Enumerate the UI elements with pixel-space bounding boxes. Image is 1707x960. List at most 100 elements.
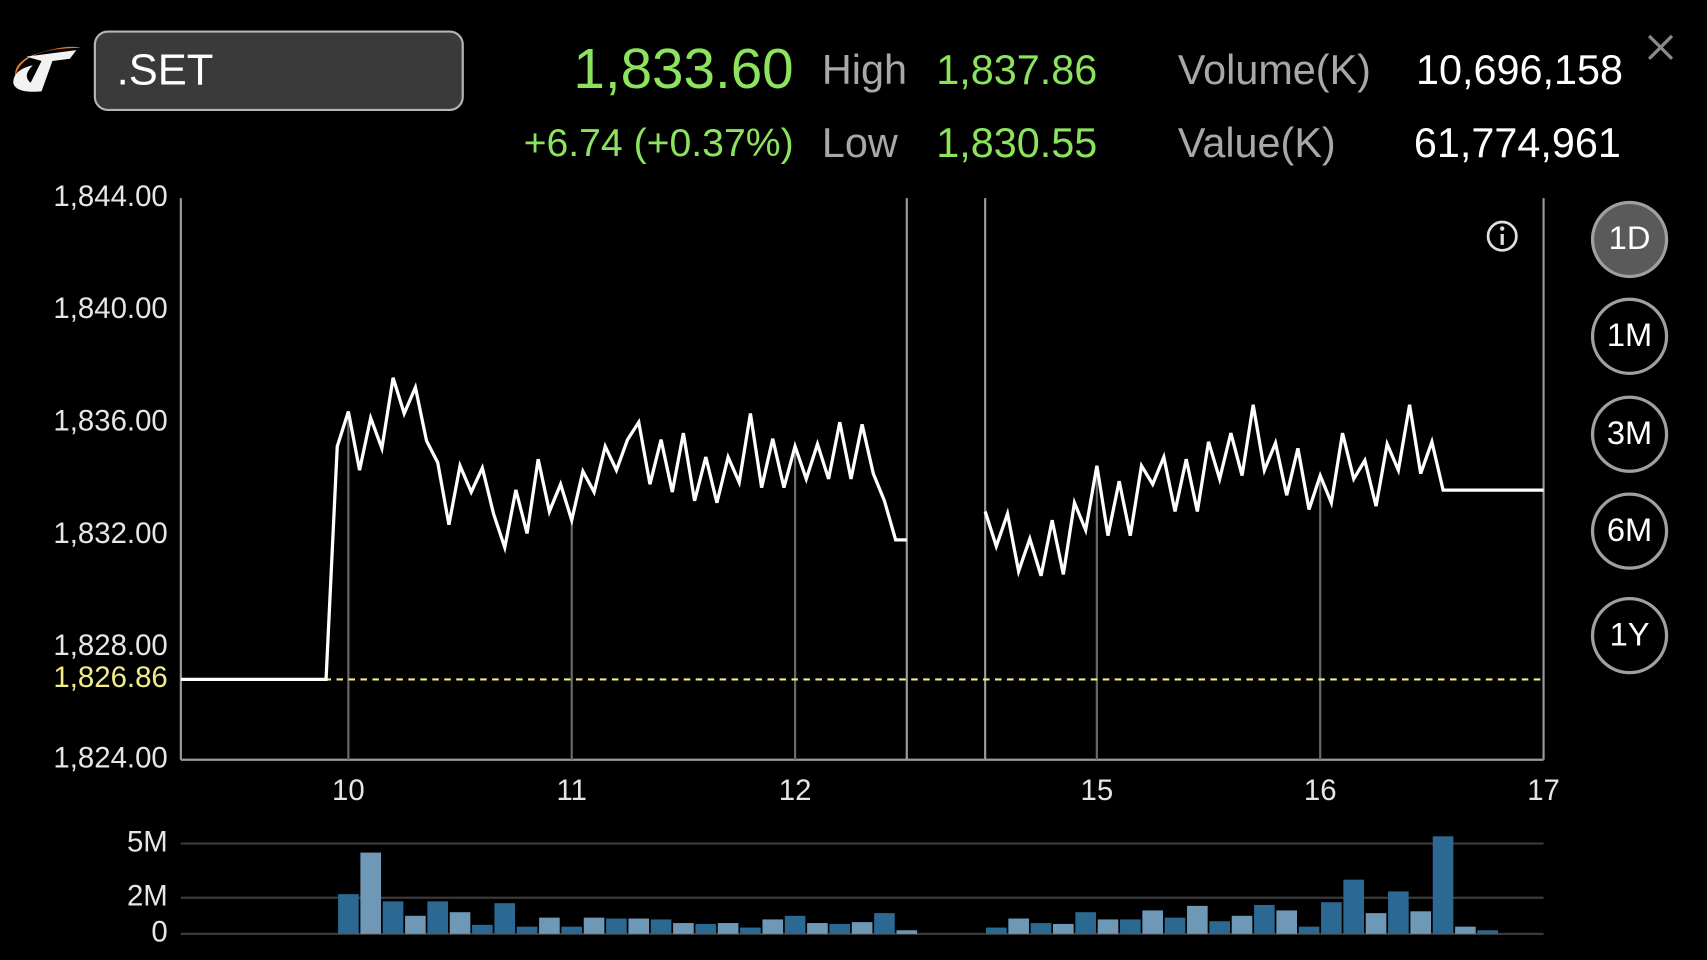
volume-label: Volume(K) [1178,47,1371,93]
volume-bar [1298,926,1320,934]
logo-letter [13,50,77,92]
volume-bar [1075,912,1096,934]
volume-bar [1120,919,1141,934]
price-line [180,377,1544,682]
volume-bar [583,917,605,934]
volume-tick-label: 0 [151,916,167,949]
x-tick-label: 11 [556,774,586,807]
volume-bar [1053,923,1074,934]
volume-bar [472,924,493,934]
period-circle [1590,200,1669,279]
volume-bar [650,919,672,934]
x-tick-label: 12 [779,774,812,807]
volume-bar [673,923,694,934]
volume-bar [1477,930,1499,934]
volume-bar [1432,836,1454,934]
y-tick-label: 1,836.00 [53,405,167,438]
x-tick-label: 17 [1527,774,1560,807]
period-label: 6M [1607,511,1652,548]
y-tick-label: 1,828.00 [53,629,167,662]
period-button[interactable]: 1Y [1590,597,1669,675]
volume-bar [717,923,739,934]
volume-bar [896,930,918,934]
volume: 10,696,158 [1416,47,1623,93]
period-circle [1590,597,1669,675]
volume-bar [1164,917,1186,934]
last-price: 1,833.60 [573,37,793,100]
volume-bar [1321,902,1342,934]
volume-bar [449,912,471,934]
value: 61,774,961 [1414,120,1621,166]
high-label: High [822,47,907,93]
low: 1,830.55 [936,120,1097,166]
volume-bar [1008,918,1029,934]
y-tick-label: 1,832.00 [53,517,167,550]
volume-bar [1365,913,1387,934]
volume-bar [1410,911,1432,934]
plot: 1,824.00 1,828.00 1,832.00 1,836.00 1,840.00… [53,180,1559,949]
volume-bar [628,918,650,934]
x-tick-label: 15 [1080,774,1113,807]
period-circle [1590,395,1669,473]
volume-bar [1231,915,1253,934]
value-label: Value(K) [1178,120,1336,166]
volume-bar [1030,923,1052,934]
change: +6.74 (+0.37%) [524,122,794,165]
period-button[interactable]: 3M [1590,395,1669,473]
low-label: Low [822,120,898,166]
volume-bar [851,922,873,934]
volume-bar [784,915,806,934]
close-button[interactable] [1647,34,1674,60]
volume-bar [1254,904,1275,934]
volume-bar [606,918,627,934]
volume-bar [807,923,828,934]
y-tick-label: 1,840.00 [53,292,167,325]
x-tick-label: 10 [332,774,365,807]
period-circle [1590,297,1669,375]
volume-bar [1209,921,1231,934]
period-circle [1590,492,1669,570]
volume-bar [539,917,560,934]
volume-bar [695,923,717,934]
volume-bar [405,915,426,934]
volume-bar [1142,910,1163,934]
symbol-box[interactable] [93,30,464,112]
close-stroke [1647,34,1674,60]
volume-bar [494,903,516,934]
volume-bar [561,926,583,934]
volume-bar [740,927,761,934]
period-label: 1M [1607,316,1652,353]
volume-bar [829,923,851,934]
period-buttons: 1D 1M 3M 6M 1Y [1590,200,1669,675]
symbol: .SET [117,46,214,94]
volume-bar [1388,891,1409,934]
volume-bar [1455,926,1476,934]
period-button[interactable]: 1M [1590,297,1669,375]
volume-tick-label: 2M [127,880,168,913]
y-tick-label: 1,844.00 [53,180,167,213]
period-button[interactable]: 1D [1590,200,1669,279]
period-label: 1Y [1610,615,1650,652]
volume-bar [1187,905,1208,934]
period-button[interactable]: 6M [1590,492,1669,570]
volume-bar [1097,919,1119,934]
volume-bar [986,927,1007,934]
info-dot [1500,226,1505,231]
info-button[interactable] [1486,220,1518,252]
logo [13,46,81,92]
period-label: 3M [1607,414,1652,451]
volume-bar [360,852,382,934]
volume-bar [516,926,538,934]
reference-label: 1,826.86 [53,661,167,694]
volume-bar [1343,879,1365,934]
volume-bar [762,919,784,934]
volume-bar [1276,910,1298,934]
y-tick-label: 1,824.00 [53,741,167,774]
volume-bar [874,913,895,934]
volume-bar [427,901,449,934]
period-label: 1D [1609,219,1651,256]
volume-bar [382,901,404,934]
high: 1,837.86 [936,47,1097,93]
